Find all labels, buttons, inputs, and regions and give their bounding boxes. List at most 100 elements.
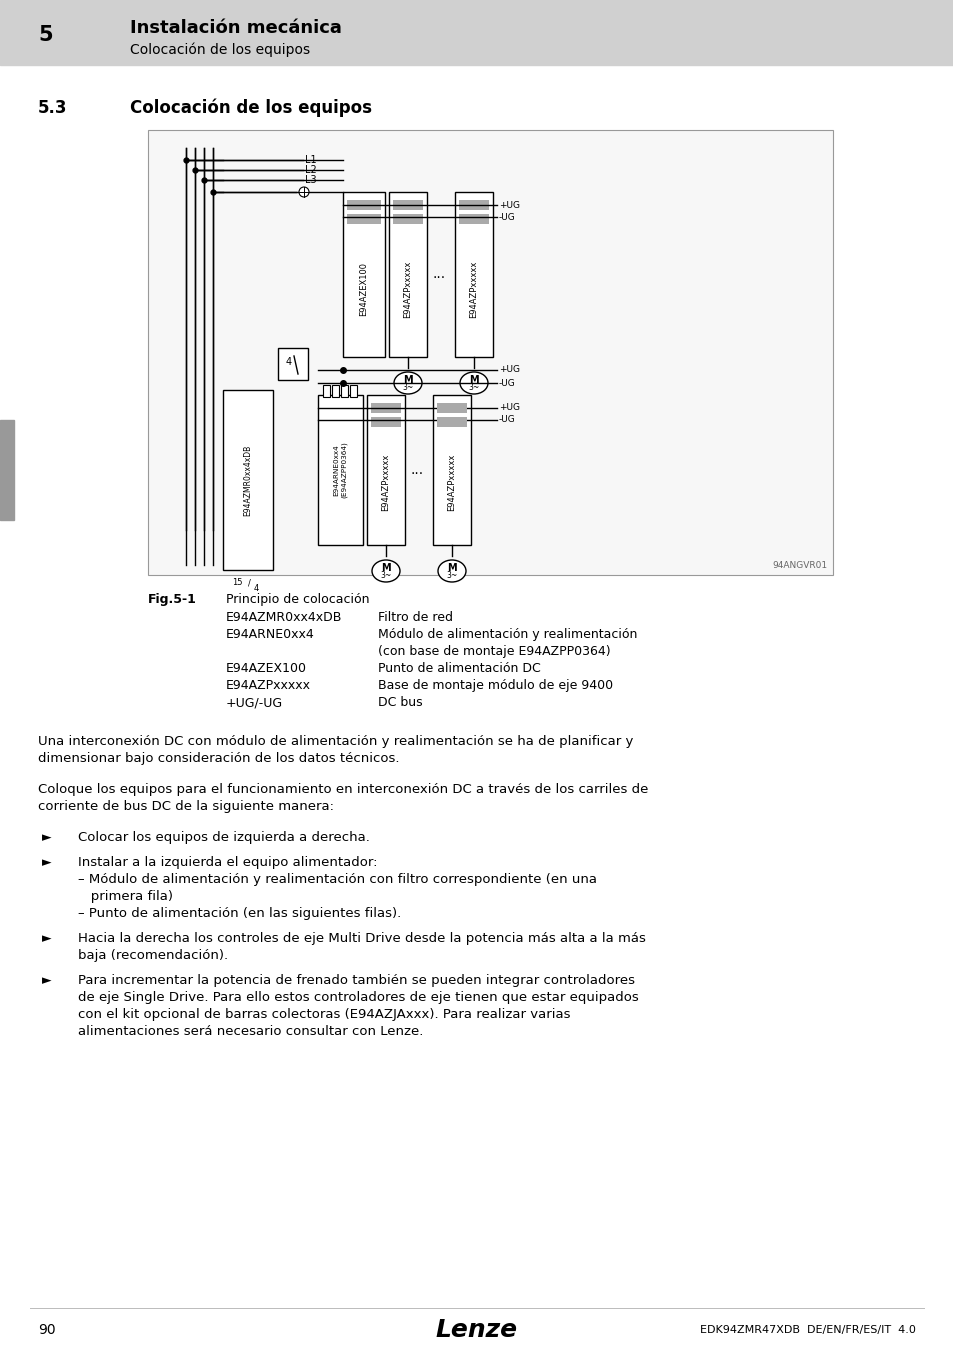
- Text: alimentaciones será necesario consultar con Lenze.: alimentaciones será necesario consultar …: [78, 1025, 423, 1038]
- Text: con el kit opcional de barras colectoras (E94AZJAxxx). Para realizar varias: con el kit opcional de barras colectoras…: [78, 1008, 570, 1021]
- Text: EDK94ZMR47XDB  DE/EN/FR/ES/IT  4.0: EDK94ZMR47XDB DE/EN/FR/ES/IT 4.0: [700, 1324, 915, 1335]
- Text: ►: ►: [42, 931, 51, 945]
- Text: E94AZMR0xx4xDB: E94AZMR0xx4xDB: [226, 612, 342, 624]
- Bar: [277, 348, 308, 379]
- Text: E94AZMR0xx4xDB: E94AZMR0xx4xDB: [243, 444, 253, 516]
- Bar: [436, 417, 467, 427]
- Bar: [223, 390, 273, 570]
- Bar: [393, 200, 422, 211]
- Text: dimensionar bajo consideración de los datos técnicos.: dimensionar bajo consideración de los da…: [38, 752, 399, 765]
- Bar: [367, 396, 405, 545]
- Text: 5: 5: [38, 26, 52, 45]
- Text: Lenze: Lenze: [436, 1318, 517, 1342]
- Text: M: M: [403, 375, 413, 385]
- Text: E94AZPxxxxx: E94AZPxxxxx: [469, 261, 478, 319]
- Text: 3~: 3~: [468, 383, 479, 393]
- Bar: [350, 385, 356, 397]
- Text: -UG: -UG: [498, 212, 516, 221]
- Text: -UG: -UG: [498, 416, 516, 424]
- Text: E94ARNE0xx4: E94ARNE0xx4: [226, 628, 314, 641]
- Text: Una interconexión DC con módulo de alimentación y realimentación se ha de planif: Una interconexión DC con módulo de alime…: [38, 734, 633, 748]
- Ellipse shape: [394, 373, 421, 394]
- Text: ►: ►: [42, 832, 51, 844]
- Text: Colocación de los equipos: Colocación de los equipos: [130, 99, 372, 117]
- Bar: [371, 404, 400, 413]
- Text: Módulo de alimentación y realimentación: Módulo de alimentación y realimentación: [377, 628, 637, 641]
- Bar: [389, 192, 427, 356]
- Text: primera fila): primera fila): [78, 890, 172, 903]
- Bar: [317, 396, 363, 545]
- Bar: [458, 215, 489, 224]
- Bar: [436, 404, 467, 413]
- Bar: [433, 396, 471, 545]
- Bar: [0, 420, 14, 520]
- Text: Base de montaje módulo de eje 9400: Base de montaje módulo de eje 9400: [377, 679, 613, 693]
- Text: Instalación mecánica: Instalación mecánica: [130, 19, 341, 36]
- Text: L1: L1: [305, 155, 316, 165]
- Text: M: M: [469, 375, 478, 385]
- Text: – Módulo de alimentación y realimentación con filtro correspondiente (en una: – Módulo de alimentación y realimentació…: [78, 873, 597, 886]
- Bar: [332, 385, 338, 397]
- Text: ►: ►: [42, 856, 51, 869]
- Text: Colocar los equipos de izquierda a derecha.: Colocar los equipos de izquierda a derec…: [78, 832, 370, 844]
- Text: Fig.5-1: Fig.5-1: [148, 593, 196, 606]
- Bar: [455, 192, 493, 356]
- Text: Punto de alimentación DC: Punto de alimentación DC: [377, 662, 540, 675]
- Text: 4: 4: [286, 356, 292, 367]
- Text: 3~: 3~: [380, 571, 392, 580]
- Text: DC bus: DC bus: [377, 697, 422, 709]
- Ellipse shape: [372, 560, 399, 582]
- Bar: [0, 0, 953, 65]
- Text: 4: 4: [253, 585, 258, 593]
- Text: E94ARNE0xx4
(E94AZPP0364): E94ARNE0xx4 (E94AZPP0364): [333, 441, 348, 498]
- Text: 3~: 3~: [446, 571, 457, 580]
- Text: E94AZPxxxxx: E94AZPxxxxx: [447, 454, 456, 510]
- Text: E94AZEX100: E94AZEX100: [359, 262, 368, 316]
- Bar: [343, 192, 385, 356]
- Text: L2: L2: [305, 165, 316, 176]
- Text: Para incrementar la potencia de frenado también se pueden integrar controladores: Para incrementar la potencia de frenado …: [78, 973, 635, 987]
- Text: M: M: [381, 563, 391, 572]
- Text: +UG/-UG: +UG/-UG: [226, 697, 283, 709]
- Bar: [340, 385, 348, 397]
- Text: +UG: +UG: [498, 201, 519, 209]
- Text: (con base de montaje E94AZPP0364): (con base de montaje E94AZPP0364): [377, 645, 610, 657]
- Text: 94ANGVR01: 94ANGVR01: [772, 562, 827, 570]
- Text: M: M: [447, 563, 456, 572]
- Text: ...: ...: [432, 267, 445, 282]
- Text: Principio de colocación: Principio de colocación: [226, 593, 369, 606]
- Text: L3: L3: [305, 176, 316, 185]
- Ellipse shape: [437, 560, 465, 582]
- Bar: [458, 200, 489, 211]
- Text: 90: 90: [38, 1323, 55, 1336]
- Text: E94AZPxxxxx: E94AZPxxxxx: [381, 454, 390, 510]
- Text: /: /: [247, 578, 251, 587]
- Text: Coloque los equipos para el funcionamiento en interconexión DC a través de los c: Coloque los equipos para el funcionamien…: [38, 783, 648, 796]
- Text: E94AZPxxxxx: E94AZPxxxxx: [226, 679, 311, 693]
- Text: ...: ...: [410, 463, 423, 477]
- Text: +UG: +UG: [498, 404, 519, 413]
- Ellipse shape: [459, 373, 488, 394]
- Text: Hacia la derecha los controles de eje Multi Drive desde la potencia más alta a l: Hacia la derecha los controles de eje Mu…: [78, 931, 645, 945]
- Text: 3~: 3~: [402, 383, 414, 393]
- Text: corriente de bus DC de la siguiente manera:: corriente de bus DC de la siguiente mane…: [38, 801, 334, 813]
- Bar: [323, 385, 330, 397]
- Text: E94AZEX100: E94AZEX100: [226, 662, 307, 675]
- Text: baja (recomendación).: baja (recomendación).: [78, 949, 228, 963]
- Text: Colocación de los equipos: Colocación de los equipos: [130, 43, 310, 57]
- Text: 5.3: 5.3: [38, 99, 68, 117]
- Text: -UG: -UG: [498, 378, 516, 387]
- Text: E94AZPxxxxx: E94AZPxxxxx: [403, 261, 412, 319]
- Bar: [347, 200, 380, 211]
- Text: Instalar a la izquierda el equipo alimentador:: Instalar a la izquierda el equipo alimen…: [78, 856, 377, 869]
- Bar: [371, 417, 400, 427]
- Text: ►: ►: [42, 973, 51, 987]
- Text: de eje Single Drive. Para ello estos controladores de eje tienen que estar equip: de eje Single Drive. Para ello estos con…: [78, 991, 639, 1004]
- Text: – Punto de alimentación (en las siguientes filas).: – Punto de alimentación (en las siguient…: [78, 907, 401, 919]
- Bar: [347, 215, 380, 224]
- Bar: [148, 130, 832, 575]
- Circle shape: [298, 188, 309, 197]
- Text: 15: 15: [232, 578, 242, 587]
- Bar: [393, 215, 422, 224]
- Text: Filtro de red: Filtro de red: [377, 612, 453, 624]
